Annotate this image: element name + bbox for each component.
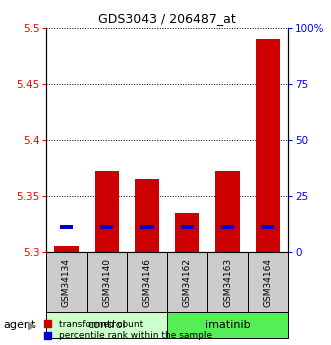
Bar bbox=[167, 252, 208, 312]
Text: GSM34146: GSM34146 bbox=[143, 257, 152, 307]
Text: control: control bbox=[87, 320, 126, 330]
Bar bbox=[175, 213, 199, 252]
Title: GDS3043 / 206487_at: GDS3043 / 206487_at bbox=[98, 12, 236, 25]
Text: imatinib: imatinib bbox=[205, 320, 250, 330]
Text: GSM34164: GSM34164 bbox=[263, 257, 272, 307]
Bar bbox=[100, 225, 114, 229]
Bar bbox=[256, 39, 280, 252]
Bar bbox=[87, 252, 127, 312]
Bar bbox=[215, 171, 240, 252]
Text: GSM34162: GSM34162 bbox=[183, 257, 192, 307]
Bar bbox=[181, 225, 194, 229]
Bar bbox=[46, 312, 167, 338]
Bar bbox=[54, 246, 78, 252]
Legend: transformed count, percentile rank within the sample: transformed count, percentile rank withi… bbox=[44, 320, 212, 341]
Bar bbox=[127, 252, 167, 312]
Text: GSM34140: GSM34140 bbox=[102, 257, 111, 307]
Bar bbox=[261, 225, 274, 229]
Bar bbox=[248, 252, 288, 312]
Bar bbox=[140, 225, 154, 229]
Text: GSM34163: GSM34163 bbox=[223, 257, 232, 307]
Bar bbox=[167, 312, 288, 338]
Bar bbox=[135, 179, 159, 252]
Bar bbox=[208, 252, 248, 312]
Text: GSM34134: GSM34134 bbox=[62, 257, 71, 307]
Bar bbox=[46, 252, 87, 312]
Text: ▶: ▶ bbox=[28, 320, 37, 330]
Bar bbox=[221, 225, 234, 229]
Bar bbox=[60, 225, 73, 229]
Text: agent: agent bbox=[3, 320, 36, 330]
Bar bbox=[95, 171, 119, 252]
